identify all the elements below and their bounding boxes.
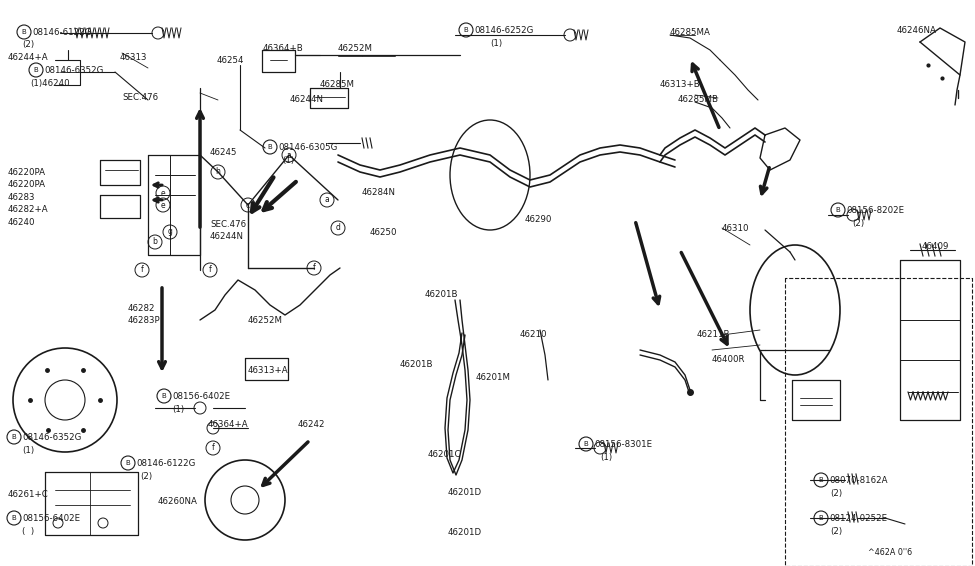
Text: 46364+A: 46364+A bbox=[208, 420, 249, 429]
Text: 46283: 46283 bbox=[8, 193, 35, 202]
Text: (2): (2) bbox=[852, 219, 864, 228]
Text: SEC.476: SEC.476 bbox=[122, 93, 158, 102]
Text: 46220PA: 46220PA bbox=[8, 168, 46, 177]
Text: 46283P: 46283P bbox=[128, 316, 161, 325]
Text: B: B bbox=[126, 460, 131, 466]
Text: g: g bbox=[168, 228, 173, 237]
Text: B: B bbox=[584, 441, 588, 447]
Text: 46400R: 46400R bbox=[712, 355, 746, 364]
Text: 46313+A: 46313+A bbox=[248, 366, 289, 375]
Text: 46211B: 46211B bbox=[697, 330, 730, 339]
Text: 46250: 46250 bbox=[370, 228, 398, 237]
Text: B: B bbox=[12, 434, 17, 440]
Text: B: B bbox=[819, 515, 823, 521]
Text: 08156-6402E: 08156-6402E bbox=[22, 514, 80, 523]
Text: a: a bbox=[325, 195, 330, 204]
Text: 46245: 46245 bbox=[210, 148, 238, 157]
Text: 46244+A: 46244+A bbox=[8, 53, 49, 62]
Text: 08070-8162A: 08070-8162A bbox=[829, 476, 887, 485]
Text: 46220PA: 46220PA bbox=[8, 180, 46, 189]
Text: B: B bbox=[464, 27, 468, 33]
Text: e: e bbox=[161, 188, 166, 198]
Text: 46284N: 46284N bbox=[362, 188, 396, 197]
Text: f: f bbox=[313, 264, 315, 272]
Text: 46290: 46290 bbox=[525, 215, 553, 224]
Text: 46201D: 46201D bbox=[448, 528, 482, 537]
Text: 46364+B: 46364+B bbox=[263, 44, 304, 53]
Text: 46246NA: 46246NA bbox=[897, 26, 937, 35]
Text: (1): (1) bbox=[490, 39, 502, 48]
Text: 46201C: 46201C bbox=[428, 450, 461, 459]
Text: 46285MB: 46285MB bbox=[678, 95, 719, 104]
Text: (1): (1) bbox=[22, 446, 34, 455]
Text: 08146-6305G: 08146-6305G bbox=[278, 143, 337, 152]
Text: 08156-6402E: 08156-6402E bbox=[172, 392, 230, 401]
Text: 46240: 46240 bbox=[8, 218, 35, 227]
Text: B: B bbox=[819, 477, 823, 483]
Text: a: a bbox=[287, 151, 292, 160]
Text: 08146-6252G: 08146-6252G bbox=[474, 26, 533, 35]
Text: 46252M: 46252M bbox=[248, 316, 283, 325]
Text: 46282: 46282 bbox=[128, 304, 155, 313]
Text: f: f bbox=[209, 265, 212, 275]
Text: 46285M: 46285M bbox=[320, 80, 355, 89]
Text: 08146-6122G: 08146-6122G bbox=[32, 28, 92, 37]
Text: B: B bbox=[267, 144, 272, 150]
Text: 08146-6352G: 08146-6352G bbox=[44, 66, 103, 75]
Text: 46242: 46242 bbox=[298, 420, 326, 429]
Text: 46201B: 46201B bbox=[425, 290, 458, 299]
Text: e: e bbox=[161, 200, 166, 209]
Text: (1): (1) bbox=[282, 156, 294, 165]
Text: B: B bbox=[33, 67, 38, 73]
Text: 46310: 46310 bbox=[722, 224, 750, 233]
Text: 46254: 46254 bbox=[217, 56, 245, 65]
Text: 46201M: 46201M bbox=[476, 373, 511, 382]
Text: c: c bbox=[246, 200, 250, 209]
Text: d: d bbox=[335, 224, 340, 233]
Text: 46201D: 46201D bbox=[448, 488, 482, 497]
Text: B: B bbox=[12, 515, 17, 521]
Text: 46313+B: 46313+B bbox=[660, 80, 701, 89]
Text: (2): (2) bbox=[140, 472, 152, 481]
Text: 08156-8301E: 08156-8301E bbox=[594, 440, 652, 449]
Text: 46282+A: 46282+A bbox=[8, 205, 49, 214]
Text: (2): (2) bbox=[22, 40, 34, 49]
Text: 46244N: 46244N bbox=[290, 95, 324, 104]
Text: B: B bbox=[21, 29, 26, 35]
Text: 46409: 46409 bbox=[922, 242, 950, 251]
Text: 08146-6122G: 08146-6122G bbox=[136, 459, 195, 468]
Text: h: h bbox=[215, 168, 220, 177]
Text: (1)46240: (1)46240 bbox=[30, 79, 69, 88]
Text: (1): (1) bbox=[600, 453, 612, 462]
Text: (2): (2) bbox=[830, 489, 842, 498]
Text: b: b bbox=[152, 238, 157, 247]
Text: ^462A 0''6: ^462A 0''6 bbox=[868, 548, 913, 557]
Text: 46244N: 46244N bbox=[210, 232, 244, 241]
Text: f: f bbox=[212, 444, 214, 452]
Text: (  ): ( ) bbox=[22, 527, 34, 536]
Text: SEC.476: SEC.476 bbox=[210, 220, 246, 229]
Text: 08146-6352G: 08146-6352G bbox=[22, 433, 81, 442]
Text: 46285MA: 46285MA bbox=[670, 28, 711, 37]
Text: 08156-8202E: 08156-8202E bbox=[846, 206, 904, 215]
Text: f: f bbox=[140, 265, 143, 275]
Text: 46210: 46210 bbox=[520, 330, 548, 339]
Text: (1): (1) bbox=[172, 405, 184, 414]
Text: 46313: 46313 bbox=[120, 53, 147, 62]
Text: B: B bbox=[836, 207, 840, 213]
Text: 08124-0252E: 08124-0252E bbox=[829, 514, 887, 523]
Text: 46252M: 46252M bbox=[338, 44, 373, 53]
Text: B: B bbox=[162, 393, 167, 399]
Text: (2): (2) bbox=[830, 527, 842, 536]
Text: 46201B: 46201B bbox=[400, 360, 434, 369]
Text: 46261+C: 46261+C bbox=[8, 490, 49, 499]
Text: 46260NA: 46260NA bbox=[158, 497, 198, 506]
